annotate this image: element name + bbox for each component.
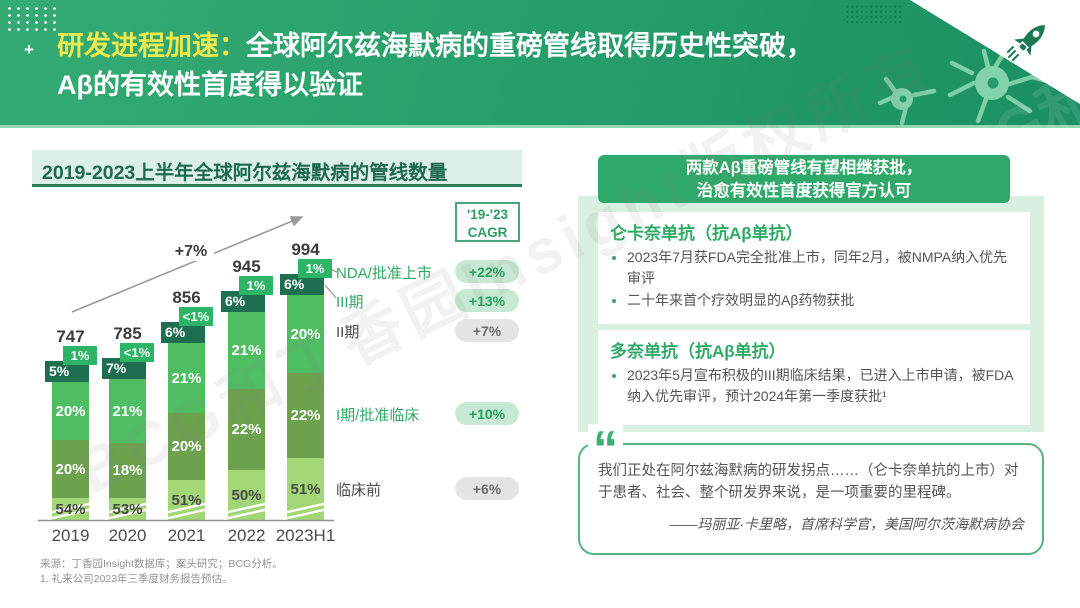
bar-segment-label: 20% xyxy=(55,460,86,478)
bar-segment-label: 51% xyxy=(171,491,202,509)
bar-segment-label: 20% xyxy=(171,438,202,455)
bar-segment-label: 21% xyxy=(171,369,202,387)
legend-label: 临床前 xyxy=(336,482,382,499)
bar-total-label: 945 xyxy=(232,257,261,276)
quote-text: 我们正处在阿尔兹海默病的研发拐点……（仑卡奈单抗的上市）对于患者、社会、整个研发… xyxy=(598,463,1019,502)
page-title-line1: 研发进程加速：全球阿尔兹海默病的重磅管线取得历史性突破， xyxy=(57,27,813,66)
bar-segment xyxy=(168,343,205,413)
page-title-rest: 全球阿尔兹海默病的重磅管线取得历史性突破， xyxy=(246,31,813,61)
bar-segment-label: 50% xyxy=(231,486,262,504)
quote-attribution: ——玛丽亚·卡里略，首席科学官，美国阿尔茨海默病协会 xyxy=(669,515,1024,532)
cagr-pill: +22% xyxy=(455,260,519,283)
bar-segment-nda: <1% xyxy=(120,343,154,362)
page-title-highlight: 研发进程加速： xyxy=(57,31,246,61)
right-panel-banner: 两款Aβ重磅管线有望相继获批， 治愈有效性首度获得官方认可 xyxy=(598,155,1010,203)
bar-segment xyxy=(109,379,146,443)
x-axis-label: 2019 xyxy=(51,526,90,545)
bar-segment-label: 54% xyxy=(55,500,86,518)
bullet-item: 2023年7月获FDA完全批准上市，同年2月，被NMPA纳入优先审评 xyxy=(627,247,1018,289)
x-axis-label: 2022 xyxy=(227,526,266,545)
x-axis-label: 2020 xyxy=(108,526,147,545)
bullet-item: 2023年5月宣布积极的III期临床结果，已进入上市申请，被FDA纳入优先审评，… xyxy=(627,365,1018,407)
cagr-pill: +6% xyxy=(455,477,519,500)
quote-box: 我们正处在阿尔兹海默病的研发拐点……（仑卡奈单抗的上市）对于患者、社会、整个研发… xyxy=(578,443,1044,555)
bar-segment xyxy=(52,440,89,498)
drug-card-donanemab: 多奈单抗（抗Aβ单抗） 2023年5月宣布积极的III期临床结果，已进入上市申请… xyxy=(598,330,1030,425)
bar-total-label: 747 xyxy=(56,327,85,346)
x-axis-label: 2023H1 xyxy=(275,526,336,545)
drug-card-bullets: 2023年5月宣布积极的III期临床结果，已进入上市申请，被FDA纳入优先审评，… xyxy=(610,365,1018,407)
neuron-illustration-icon xyxy=(877,40,1057,125)
chart-title: 2019-2023上半年全球阿尔兹海默病的管线数量 xyxy=(32,150,522,187)
bar-total-label: 856 xyxy=(172,288,201,307)
bar-segment xyxy=(287,373,324,458)
cagr-pill: +7% xyxy=(455,319,519,342)
bar-segment-phase3: 6% xyxy=(161,322,205,343)
cagr-pill: +10% xyxy=(455,402,519,425)
drug-card-title: 多奈单抗（抗Aβ单抗） xyxy=(610,342,786,361)
plus-icon: + xyxy=(24,40,34,59)
drug-card-title: 仑卡奈单抗（抗Aβ单抗） xyxy=(610,224,803,243)
drug-card-lecanemab: 仑卡奈单抗（抗Aβ单抗） 2023年7月获FDA完全批准上市，同年2月，被NMP… xyxy=(598,212,1030,324)
legend-label: I期/批准临床 xyxy=(336,407,420,424)
bar-total-label: 785 xyxy=(113,324,142,343)
footer-source: 来源：丁香园Insight数据库；案头研究；BCG分析。 1. 礼来公司2023… xyxy=(40,557,283,587)
legend-label: III期 xyxy=(336,294,364,311)
bar-segment xyxy=(228,389,265,470)
cagr-header-box: '19-'23 CAGR xyxy=(455,202,520,242)
bar-segment-nda: 1% xyxy=(239,276,273,295)
bar-segment-label: 20% xyxy=(290,325,321,343)
banner-line1: 两款Aβ重磅管线有望相继获批， xyxy=(685,159,923,177)
cagr-header-line2: CAGR xyxy=(467,225,508,240)
bar-segment-nda: 1% xyxy=(63,346,97,365)
bar-segment-phase3: 5% xyxy=(45,361,89,382)
rocket-icon xyxy=(1007,25,1045,61)
bar-segment-nda: <1% xyxy=(179,307,213,326)
page-title-line2: Aβ的有效性首度得以验证 xyxy=(57,70,363,100)
bar-segment-label: 18% xyxy=(112,462,143,479)
cagr-pill: +13% xyxy=(455,289,519,312)
dots-pattern-icon xyxy=(5,5,57,33)
pipeline-bar-chart: '19-'23 CAGR 54% 20% 20% 5% 1% 747 2019 53% 18% 2… xyxy=(36,190,541,562)
bar-total-label: 994 xyxy=(291,240,320,259)
bar-segment-label: 21% xyxy=(112,402,143,420)
bar-segment-label: 51% xyxy=(290,480,321,498)
quote-icon: “ xyxy=(588,424,623,460)
drug-card-bullets: 2023年7月获FDA完全批准上市，同年2月，被NMPA纳入优先审评 二十年来首… xyxy=(610,247,1018,311)
cagr-header-line1: '19-'23 xyxy=(467,207,508,222)
header-banner: + 研发进程加速：全球阿尔兹海默病的重磅管线取得历史性突破， Aβ的有效性首度得… xyxy=(0,0,1080,208)
bar-segment-nda: 1% xyxy=(298,259,332,278)
bar-segment-label: 22% xyxy=(231,421,262,438)
bar-segment-label: 21% xyxy=(231,342,262,359)
bar-segment-label: 53% xyxy=(112,500,143,518)
dots-pattern-icon xyxy=(845,4,901,25)
bar-segment xyxy=(52,382,89,440)
banner-line2: 治愈有效性首度获得官方认可 xyxy=(696,182,912,200)
bar-segment-label: 20% xyxy=(55,402,86,420)
source-line: 来源：丁香园Insight数据库；案头研究；BCG分析。 xyxy=(40,558,283,570)
page-title: 研发进程加速：全球阿尔兹海默病的重磅管线取得历史性突破， Aβ的有效性首度得以验… xyxy=(57,27,813,105)
bar-segment xyxy=(168,413,205,480)
bar-segment xyxy=(109,443,146,498)
bar-segment-phase3: 7% xyxy=(102,358,146,379)
x-axis-label: 2021 xyxy=(167,526,206,545)
bar-segment xyxy=(228,312,265,389)
legend-label: NDA/批准上市 xyxy=(336,265,432,282)
legend-label: II期 xyxy=(336,324,360,341)
footnote-line: 1. 礼来公司2023年三季度财务报告预估。 xyxy=(40,573,233,586)
overall-growth-label: +7% xyxy=(168,243,214,261)
bullet-item: 二十年来首个疗效明显的Aβ药物获批 xyxy=(627,290,1018,311)
bar-segment-label: 22% xyxy=(290,407,321,424)
